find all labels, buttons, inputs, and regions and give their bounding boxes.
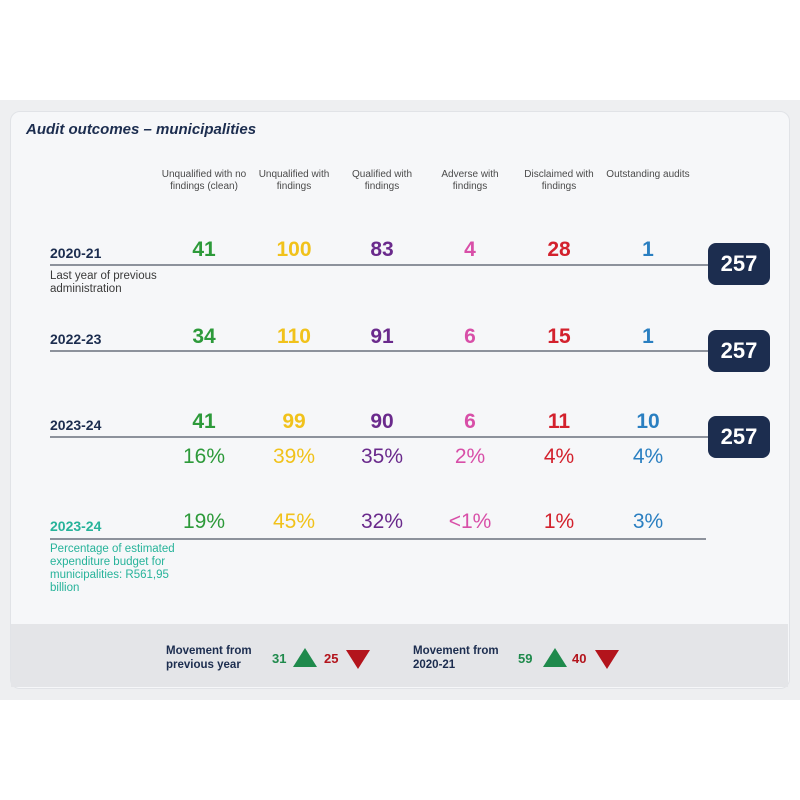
percent-2023-24-col2: 35%	[360, 445, 404, 468]
row-year-2020-21: 2020-21	[50, 245, 102, 261]
up-arrow-icon	[543, 648, 567, 667]
total-badge-2020-21: 257	[708, 243, 770, 285]
movement-2020-down-value: 40	[572, 651, 587, 666]
col-header-adverse: Adverse with findings	[441, 169, 499, 192]
budget-percent-col0: 19%	[182, 510, 226, 533]
row-rule-2023-24	[50, 436, 710, 438]
value-2020-21-col2: 83	[370, 238, 394, 261]
value-2023-24-col0: 41	[192, 410, 216, 433]
value-2022-23-col2: 91	[370, 325, 394, 348]
down-arrow-icon	[346, 650, 370, 669]
value-2023-24-col1: 99	[282, 410, 306, 433]
movement-2020-label: Movement from 2020-21	[413, 644, 499, 672]
movement-prev-down-value: 25	[324, 651, 339, 666]
movement-2020-label-line1: Movement from	[413, 645, 499, 657]
value-2020-21-col4: 28	[547, 238, 571, 261]
value-2023-24-col5: 10	[636, 410, 660, 433]
value-2020-21-col1: 100	[276, 238, 312, 261]
movement-2020-up-value: 59	[518, 651, 533, 666]
total-badge-2022-23: 257	[708, 330, 770, 372]
col-header-outstanding: Outstanding audits	[606, 169, 690, 180]
row-year-2023-24: 2023-24	[50, 417, 102, 433]
percent-2023-24-col3: 2%	[454, 445, 486, 468]
percent-2023-24-col1: 39%	[272, 445, 316, 468]
up-arrow-icon	[293, 648, 317, 667]
row-year-2022-23: 2022-23	[50, 331, 102, 347]
budget-row-rule	[50, 538, 706, 540]
percent-2023-24-col0: 16%	[182, 445, 226, 468]
col-header-disclaimed: Disclaimed with findings	[524, 169, 594, 192]
value-2022-23-col5: 1	[642, 325, 654, 348]
value-2020-21-col5: 1	[642, 238, 654, 261]
budget-percent-col5: 3%	[632, 510, 664, 533]
movement-prev-up-value: 31	[272, 651, 287, 666]
audit-card	[10, 111, 790, 689]
budget-percent-col2: 32%	[360, 510, 404, 533]
movement-prev-label-line2: previous year	[166, 659, 241, 671]
percent-2023-24-col4: 4%	[543, 445, 575, 468]
percent-2023-24-col5: 4%	[632, 445, 664, 468]
down-arrow-icon	[595, 650, 619, 669]
col-header-unqualified: Unqualified with findings	[258, 169, 330, 192]
budget-row-year: 2023-24	[50, 518, 102, 534]
value-2020-21-col3: 4	[464, 238, 476, 261]
row-rule-2022-23	[50, 350, 710, 352]
col-header-clean: Unqualified with no findings (clean)	[161, 169, 247, 192]
row-note-2020-21: Last year of previous administration	[50, 270, 157, 295]
value-2023-24-col3: 6	[464, 410, 476, 433]
value-2020-21-col0: 41	[192, 238, 216, 261]
movement-prev-label: Movement from previous year	[166, 644, 252, 672]
movement-prev-label-line1: Movement from	[166, 645, 252, 657]
value-2022-23-col1: 110	[277, 325, 311, 348]
value-2023-24-col4: 11	[547, 410, 571, 433]
budget-percent-col4: 1%	[543, 510, 575, 533]
budget-row-note: Percentage of estimated expenditure budg…	[50, 543, 175, 594]
col-header-qualified: Qualified with findings	[351, 169, 413, 192]
value-2022-23-col0: 34	[192, 325, 216, 348]
row-rule-2020-21	[50, 264, 710, 266]
chart-title: Audit outcomes – municipalities	[26, 121, 257, 138]
value-2023-24-col2: 90	[370, 410, 394, 433]
value-2022-23-col3: 6	[464, 325, 476, 348]
budget-percent-col3: <1%	[448, 510, 492, 533]
budget-percent-col1: 45%	[272, 510, 316, 533]
value-2022-23-col4: 15	[547, 325, 571, 348]
movement-footer	[11, 624, 788, 687]
total-badge-2023-24: 257	[708, 416, 770, 458]
movement-2020-label-line2: 2020-21	[413, 659, 456, 671]
